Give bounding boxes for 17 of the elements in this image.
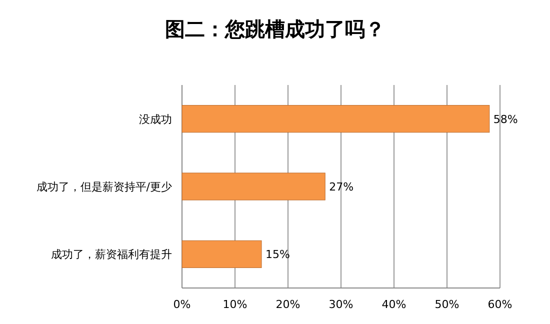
y-tick-label: 没成功 — [139, 112, 172, 126]
bar — [182, 172, 326, 200]
x-tick-label: 10% — [222, 298, 248, 311]
x-tick-label: 20% — [276, 298, 300, 311]
bar — [182, 105, 490, 133]
data-label: 27% — [329, 180, 354, 194]
bar — [182, 240, 262, 268]
y-tick-label: 成功了，但是薪资持平/更少 — [36, 180, 172, 194]
x-tick-label: 60% — [488, 298, 512, 311]
data-label: 58% — [493, 112, 518, 126]
data-label: 15% — [266, 248, 290, 262]
x-tick-label: 50% — [434, 298, 460, 311]
x-tick-label: 0% — [173, 298, 191, 311]
chart-title: 图二：您跳槽成功了吗？ — [165, 17, 385, 41]
x-tick-label: 30% — [328, 298, 354, 311]
x-tick-label: 40% — [382, 298, 406, 311]
y-tick-label: 成功了，薪资福利有提升 — [51, 248, 172, 262]
